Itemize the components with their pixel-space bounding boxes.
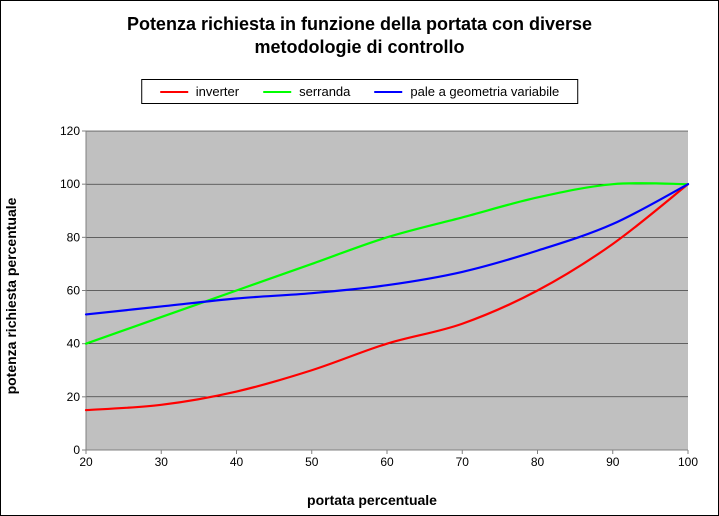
legend-label-pale: pale a geometria variabile [410, 84, 559, 99]
svg-text:30: 30 [155, 455, 169, 469]
chart-frame: Potenza richiesta in funzione della port… [0, 0, 719, 516]
legend-label-inverter: inverter [196, 84, 239, 99]
svg-text:60: 60 [67, 284, 81, 298]
legend-item-pale: pale a geometria variabile [374, 84, 559, 99]
chart-title: Potenza richiesta in funzione della port… [1, 13, 718, 58]
plot-area-wrapper: potenza richiesta percentuale portata pe… [46, 121, 698, 470]
y-axis-label: potenza richiesta percentuale [3, 197, 19, 394]
svg-text:120: 120 [60, 124, 80, 138]
title-line-2: metodologie di controllo [255, 37, 465, 57]
legend-swatch-inverter [160, 91, 188, 93]
legend-label-serranda: serranda [299, 84, 350, 99]
legend-item-serranda: serranda [263, 84, 350, 99]
svg-text:80: 80 [67, 230, 81, 244]
legend-item-inverter: inverter [160, 84, 239, 99]
plot-svg: 0204060801001202030405060708090100 [46, 121, 698, 470]
svg-text:40: 40 [230, 455, 244, 469]
title-line-1: Potenza richiesta in funzione della port… [127, 14, 592, 34]
svg-text:100: 100 [678, 455, 698, 469]
svg-text:80: 80 [531, 455, 545, 469]
svg-text:20: 20 [79, 455, 93, 469]
legend: inverter serranda pale a geometria varia… [141, 79, 579, 104]
legend-swatch-pale [374, 91, 402, 93]
svg-text:50: 50 [305, 455, 319, 469]
svg-text:90: 90 [606, 455, 620, 469]
legend-swatch-serranda [263, 91, 291, 93]
svg-text:60: 60 [380, 455, 394, 469]
svg-text:20: 20 [67, 390, 81, 404]
svg-text:40: 40 [67, 337, 81, 351]
svg-text:100: 100 [60, 177, 80, 191]
svg-text:70: 70 [456, 455, 470, 469]
x-axis-label: portata percentuale [307, 492, 437, 508]
